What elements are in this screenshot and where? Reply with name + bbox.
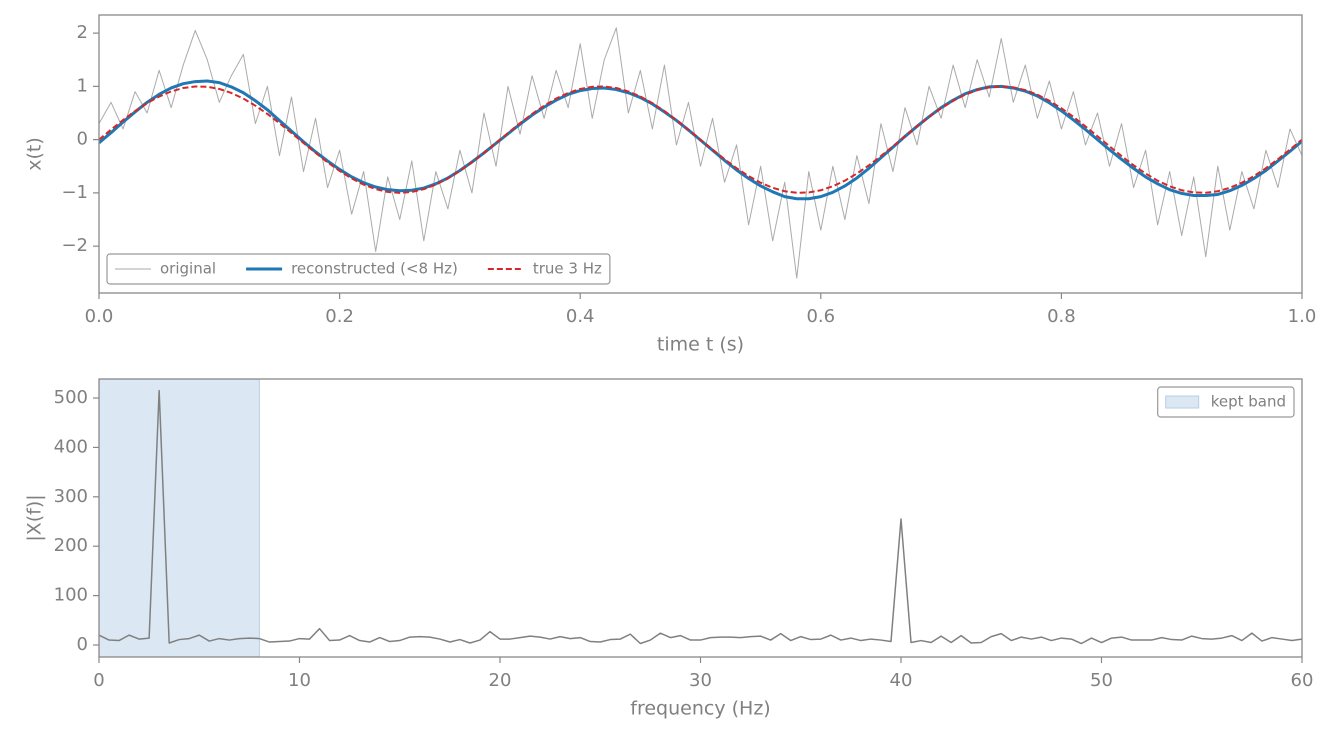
legend-frame [1157,386,1295,418]
y-tick-label: 1 [77,75,88,96]
kept-band [99,379,260,657]
legend: original reconstructed (<8 Hz) true 3 Hz [106,253,611,285]
legend-label: kept band [1211,393,1286,411]
legend-label: reconstructed (<8 Hz) [291,260,458,278]
series-line [99,85,1302,194]
legend-label: original [160,260,216,278]
y-axis-label: |X(f)| [24,494,46,541]
y-tick-label: −1 [61,182,88,203]
x-tick-label: 40 [890,670,913,691]
y-tick-label: 2 [77,22,88,43]
plot-area [99,27,1302,279]
y-tick-label: 400 [54,436,88,457]
y-tick-label: 0 [77,634,88,655]
legend: kept band [1157,386,1295,418]
y-tick-label: 500 [54,387,88,408]
x-tick-label: 30 [689,670,712,691]
legend-swatch [1165,395,1200,409]
axes-frame [98,378,1303,658]
y-tick-label: 0 [77,129,88,150]
x-tick-label: 0 [93,670,104,691]
x-tick-label: 1.0 [1288,306,1317,327]
y-tick-label: 200 [54,535,88,556]
legend-frame [106,253,611,285]
x-axis-label: time t (s) [657,334,744,356]
x-tick-label: 0.8 [1047,306,1076,327]
y-tick-label: 100 [54,585,88,606]
y-tick-label: 300 [54,486,88,507]
x-tick-label: 0.4 [566,306,595,327]
x-tick-label: 50 [1090,670,1113,691]
plot-area [99,379,1302,657]
x-axis-label: frequency (Hz) [630,698,770,720]
axes-frame [98,14,1303,294]
y-axis-label: x(t) [24,137,46,171]
y-tick-label: −2 [61,235,88,256]
series-line [99,27,1302,279]
x-tick-label: 0.2 [325,306,354,327]
x-tick-label: 0.6 [806,306,835,327]
legend-label: true 3 Hz [533,260,602,278]
x-tick-label: 0.0 [85,306,114,327]
series-line [99,389,1302,645]
x-tick-label: 20 [489,670,512,691]
x-tick-label: 60 [1291,670,1314,691]
x-tick-label: 10 [288,670,311,691]
